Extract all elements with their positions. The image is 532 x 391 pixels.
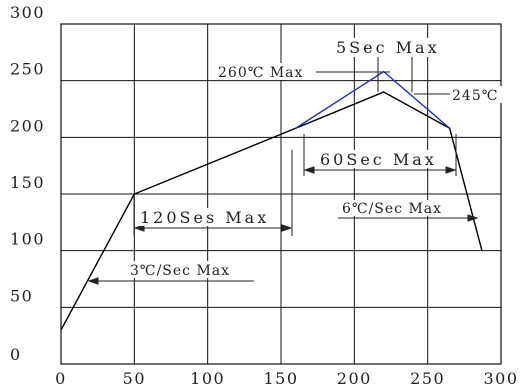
x-tick-label: 50 <box>123 369 146 388</box>
time-60-label: 60Sec Max <box>320 150 437 169</box>
peak-245-label-bg <box>450 86 502 103</box>
y-tick-labels: 0 50 100 150 200 250 300 <box>10 3 45 364</box>
x-tick-label: 300 <box>483 369 518 388</box>
rate-down-arrowhead <box>467 214 479 222</box>
time-5-label-bg <box>335 38 445 57</box>
time-60-label-bg <box>318 150 440 168</box>
y-tick-label: 300 <box>10 3 45 22</box>
series-point <box>449 127 451 129</box>
y-tick-label: 200 <box>10 116 45 135</box>
time-120-right-head <box>281 224 293 232</box>
time-120-label: 120Ses Max <box>140 208 269 227</box>
time-120-left-head <box>133 224 145 232</box>
series-point <box>481 250 483 252</box>
y-tick-label: 150 <box>10 173 45 192</box>
rate-up-arrowhead <box>87 277 99 285</box>
series-line-2 <box>295 70 451 129</box>
time-60-left-head <box>303 166 315 174</box>
rate-down-label-bg <box>340 200 460 216</box>
x-tick-label: 100 <box>190 369 225 388</box>
series-line-1 <box>60 91 483 331</box>
x-tick-label: 0 <box>55 369 67 388</box>
peak-260-label-bg <box>217 63 315 80</box>
y-tick-label: 100 <box>10 230 45 249</box>
time-120-label-bg <box>138 208 272 226</box>
y-tick-label: 250 <box>10 60 45 79</box>
y-tick-label: 0 <box>10 345 22 364</box>
y-tick-label: 50 <box>10 286 33 305</box>
time-60-right-head <box>445 166 457 174</box>
peak-245-label: 245℃ <box>452 88 498 104</box>
series-point <box>383 91 385 93</box>
x-tick-label: 250 <box>410 369 445 388</box>
time-5-label: 5Sec Max <box>336 38 440 57</box>
x-tick-label: 200 <box>337 369 372 388</box>
series-point <box>60 329 62 331</box>
rate-up-label-bg <box>128 261 254 278</box>
series-point <box>295 127 297 129</box>
peak-260-label: 260℃ Max <box>218 65 303 81</box>
rate-down-label: 6℃/Sec Max <box>342 201 442 217</box>
x-tick-labels: 0 50 100 150 200 250 300 <box>55 369 518 388</box>
annotations: 3℃/Sec Max 120Ses Max 60Sec Max 5Sec Max… <box>128 38 502 279</box>
x-tick-label: 150 <box>263 369 298 388</box>
rate-up-label: 3℃/Sec Max <box>130 263 230 279</box>
